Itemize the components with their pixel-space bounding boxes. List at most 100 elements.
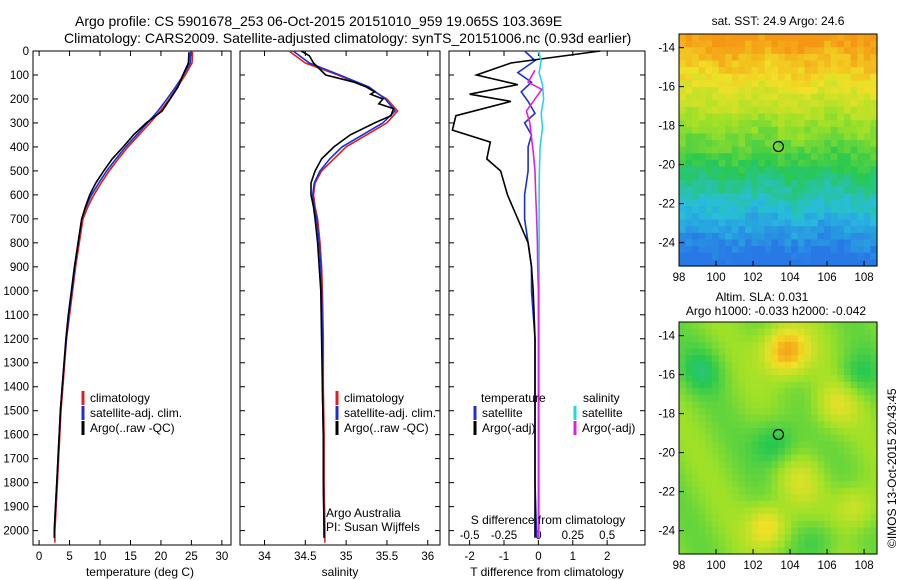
map-cell bbox=[857, 60, 865, 68]
map-cell bbox=[791, 252, 799, 260]
map-cell bbox=[745, 120, 753, 128]
map-cell bbox=[870, 474, 878, 482]
map-cell bbox=[824, 212, 832, 221]
map-cell bbox=[837, 534, 845, 542]
map-cell bbox=[850, 100, 858, 108]
map-cell bbox=[725, 481, 733, 489]
map-cell bbox=[712, 87, 720, 95]
map-cell bbox=[725, 322, 733, 330]
map-cell bbox=[745, 507, 753, 515]
map-cell bbox=[804, 500, 812, 509]
map-cell bbox=[804, 520, 812, 529]
map-cell bbox=[745, 434, 753, 442]
map-cell bbox=[698, 80, 706, 88]
map-cell bbox=[751, 199, 759, 207]
map-cell bbox=[751, 173, 759, 181]
map-cell bbox=[718, 34, 726, 42]
map-cell bbox=[758, 414, 766, 423]
map-cell bbox=[778, 540, 786, 548]
map-cell bbox=[731, 73, 739, 81]
map-cell bbox=[685, 53, 693, 62]
map-cell bbox=[791, 414, 799, 423]
map-cell bbox=[811, 186, 819, 194]
map-cell bbox=[712, 322, 720, 330]
map-cell bbox=[738, 193, 746, 201]
map-cell bbox=[804, 146, 812, 154]
map-cell bbox=[830, 159, 838, 168]
map-cell bbox=[679, 159, 687, 168]
map-cell bbox=[718, 487, 726, 495]
map-cell bbox=[692, 394, 700, 403]
map-cell bbox=[771, 219, 779, 227]
map-cell bbox=[764, 341, 772, 350]
map-cell bbox=[685, 126, 693, 135]
map-cell bbox=[764, 232, 772, 241]
map-cell bbox=[870, 328, 878, 336]
map-cell bbox=[797, 322, 805, 330]
map-cell bbox=[771, 328, 779, 336]
map-cell bbox=[830, 120, 838, 128]
map-cell bbox=[712, 153, 720, 161]
map-cell bbox=[712, 355, 720, 363]
map-cell bbox=[850, 388, 858, 396]
map-cell bbox=[837, 246, 845, 254]
map-cell bbox=[870, 133, 878, 141]
map-cell bbox=[751, 421, 759, 429]
map-cell bbox=[844, 401, 852, 409]
xtick-label: 10 bbox=[94, 551, 107, 563]
map-cell bbox=[830, 34, 838, 42]
map-cell bbox=[771, 514, 779, 522]
map-cell bbox=[817, 259, 825, 267]
map-cell bbox=[698, 226, 706, 234]
map-cell bbox=[751, 322, 759, 330]
map-cell bbox=[863, 259, 871, 267]
map-cell bbox=[791, 120, 799, 128]
map-cell bbox=[692, 60, 700, 68]
map-cell bbox=[679, 328, 687, 336]
map-cell bbox=[817, 126, 825, 135]
map-cell bbox=[797, 47, 805, 55]
map-cell bbox=[718, 348, 726, 356]
map-cell bbox=[705, 199, 713, 207]
map-cell bbox=[745, 500, 753, 509]
map-cell bbox=[837, 388, 845, 396]
map-cell bbox=[692, 507, 700, 515]
map-cell bbox=[844, 328, 852, 336]
map-cell bbox=[797, 368, 805, 376]
map-cell bbox=[738, 67, 746, 75]
xtick-label: 0 bbox=[36, 551, 42, 563]
map-cell bbox=[731, 540, 739, 548]
map-cell bbox=[685, 159, 693, 168]
map-cell bbox=[863, 232, 871, 241]
map-cell bbox=[824, 133, 832, 141]
map-cell bbox=[731, 93, 739, 101]
map-cell bbox=[764, 186, 772, 194]
ytick-label: 0 bbox=[23, 46, 29, 58]
map-cell bbox=[824, 408, 832, 416]
map-cell bbox=[725, 226, 733, 234]
map-cell bbox=[778, 87, 786, 95]
map-cell bbox=[705, 341, 713, 350]
map-cell bbox=[778, 159, 786, 168]
map-cell bbox=[731, 467, 739, 476]
map-cell bbox=[745, 527, 753, 535]
map-cell bbox=[784, 106, 792, 115]
map-cell bbox=[679, 388, 687, 396]
map-cell bbox=[784, 199, 792, 207]
map-cell bbox=[857, 80, 865, 88]
map-cell bbox=[817, 67, 825, 75]
map-cell bbox=[685, 60, 693, 68]
map-cell bbox=[679, 421, 687, 429]
map-cell bbox=[844, 527, 852, 535]
map-cell bbox=[685, 252, 693, 260]
map-cell bbox=[863, 527, 871, 535]
map-cell bbox=[778, 368, 786, 376]
map-cell bbox=[830, 133, 838, 141]
map-cell bbox=[731, 434, 739, 442]
map-cell bbox=[850, 179, 858, 188]
map-cell bbox=[844, 474, 852, 482]
temperature-xlabel: temperature (deg C) bbox=[86, 565, 194, 579]
map-cell bbox=[718, 179, 726, 188]
map-cell bbox=[811, 355, 819, 363]
map-cell bbox=[784, 381, 792, 389]
